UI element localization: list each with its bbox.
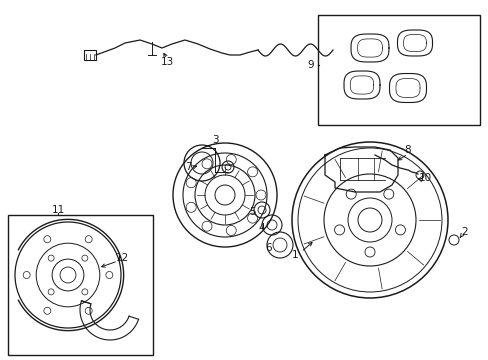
Bar <box>8 215 153 355</box>
Text: 6: 6 <box>265 243 272 253</box>
Text: 11: 11 <box>51 205 64 215</box>
Text: 5: 5 <box>249 207 256 217</box>
Text: 8: 8 <box>404 145 410 155</box>
Text: 1: 1 <box>291 250 298 260</box>
Text: 9: 9 <box>307 60 314 70</box>
Text: 4: 4 <box>258 223 265 233</box>
Text: 3: 3 <box>211 135 218 145</box>
Text: 7: 7 <box>184 162 191 172</box>
Text: 10: 10 <box>418 173 431 183</box>
Bar <box>84 50 96 60</box>
Text: 13: 13 <box>160 57 173 67</box>
Bar <box>317 15 479 125</box>
Text: 2: 2 <box>461 227 468 237</box>
Text: 12: 12 <box>115 253 128 263</box>
